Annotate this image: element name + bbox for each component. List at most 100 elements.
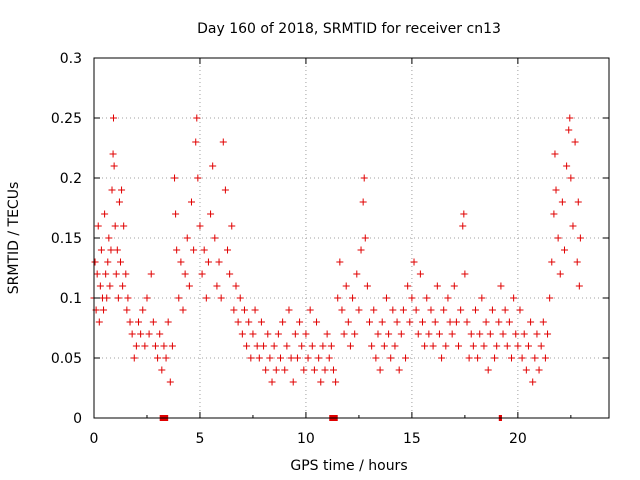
y-tick-label: 0.2	[60, 171, 82, 187]
data-point	[414, 330, 422, 338]
data-point	[193, 114, 201, 122]
data-point	[198, 270, 206, 278]
data-point	[546, 294, 554, 302]
data-point	[406, 318, 414, 326]
data-point	[349, 294, 357, 302]
data-point	[264, 330, 272, 338]
data-point	[317, 378, 325, 386]
data-point	[156, 330, 164, 338]
data-point	[548, 258, 556, 266]
data-point	[115, 198, 123, 206]
data-point	[260, 342, 268, 350]
data-point	[558, 198, 566, 206]
y-tick-label: 0.1	[60, 291, 82, 307]
data-point	[378, 318, 386, 326]
x-tick-label: 20	[509, 431, 527, 447]
data-point	[461, 270, 469, 278]
data-point	[102, 270, 110, 278]
data-point	[118, 186, 126, 194]
data-point	[192, 138, 200, 146]
data-point	[130, 354, 138, 362]
data-point	[372, 354, 380, 362]
data-point	[234, 318, 242, 326]
data-point	[474, 354, 482, 362]
data-point	[279, 318, 287, 326]
data-point	[154, 354, 162, 362]
data-point	[389, 306, 397, 314]
data-point	[105, 234, 113, 242]
data-point	[268, 378, 276, 386]
data-point	[522, 366, 530, 374]
data-point	[478, 294, 486, 302]
data-point	[518, 354, 526, 362]
data-point	[168, 342, 176, 350]
data-point	[108, 186, 116, 194]
data-point	[412, 306, 420, 314]
data-point	[533, 330, 541, 338]
data-point	[486, 330, 494, 338]
data-point	[162, 354, 170, 362]
data-point	[112, 270, 120, 278]
data-point	[236, 294, 244, 302]
data-point	[391, 342, 399, 350]
data-point	[340, 330, 348, 338]
data-point	[230, 306, 238, 314]
data-point	[433, 282, 441, 290]
data-point	[416, 270, 424, 278]
data-point	[300, 366, 308, 374]
data-point	[109, 114, 117, 122]
data-point	[171, 174, 179, 182]
y-tick-label: 0.15	[51, 231, 82, 247]
data-point	[361, 234, 369, 242]
data-point	[327, 342, 335, 350]
data-point	[501, 306, 509, 314]
data-point	[172, 210, 180, 218]
data-point	[274, 330, 282, 338]
data-point	[283, 342, 291, 350]
data-point	[408, 294, 416, 302]
grid-lines	[94, 58, 609, 418]
data-point	[120, 222, 128, 230]
data-point	[567, 174, 575, 182]
data-point	[402, 354, 410, 362]
data-point	[512, 330, 520, 338]
y-tick-label: 0	[73, 411, 82, 427]
data-point	[310, 366, 318, 374]
data-point	[493, 342, 501, 350]
data-point	[505, 318, 513, 326]
data-point	[554, 234, 562, 242]
data-point	[185, 282, 193, 290]
x-tick-label: 15	[403, 431, 421, 447]
data-point	[262, 366, 270, 374]
data-point	[399, 306, 407, 314]
data-point	[395, 366, 403, 374]
data-point	[510, 294, 518, 302]
data-point	[183, 234, 191, 242]
data-point	[135, 318, 143, 326]
data-point	[338, 306, 346, 314]
data-point	[387, 354, 395, 362]
data-point	[556, 270, 564, 278]
data-point	[566, 114, 574, 122]
data-point	[503, 342, 511, 350]
y-tick-label: 0.05	[51, 351, 82, 367]
data-point	[455, 342, 463, 350]
data-point	[360, 174, 368, 182]
data-point	[552, 186, 560, 194]
data-point	[123, 306, 131, 314]
data-point	[215, 258, 223, 266]
data-point	[209, 162, 217, 170]
data-point	[224, 246, 232, 254]
data-point	[382, 294, 390, 302]
data-point	[524, 342, 532, 350]
data-point	[404, 282, 412, 290]
data-point	[141, 342, 149, 350]
data-point	[190, 246, 198, 254]
data-point	[336, 258, 344, 266]
data-point	[217, 294, 225, 302]
data-point	[128, 330, 136, 338]
data-point	[114, 294, 122, 302]
data-point	[497, 282, 505, 290]
data-point	[438, 354, 446, 362]
